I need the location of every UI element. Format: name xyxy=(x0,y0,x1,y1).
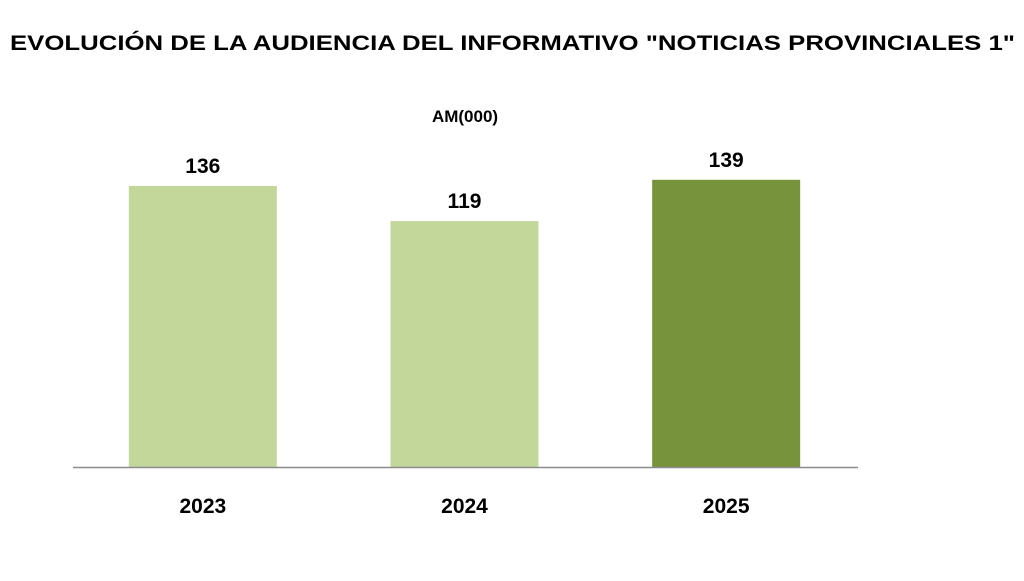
chart-title: EVOLUCIÓN DE LA AUDIENCIA DEL INFORMATIV… xyxy=(10,31,1015,55)
data-label-2024: 119 xyxy=(448,190,482,213)
x-tick-label-2023: 2023 xyxy=(179,495,226,518)
bar-2024 xyxy=(390,221,539,467)
bar-2023 xyxy=(128,185,277,468)
chart-subtitle: AM(000) xyxy=(432,107,498,126)
bar-2025 xyxy=(652,179,801,467)
data-label-2023: 136 xyxy=(185,155,220,178)
x-tick-label-2025: 2025 xyxy=(703,495,750,518)
data-label-2025: 139 xyxy=(709,149,744,172)
x-tick-label-2024: 2024 xyxy=(441,495,488,518)
